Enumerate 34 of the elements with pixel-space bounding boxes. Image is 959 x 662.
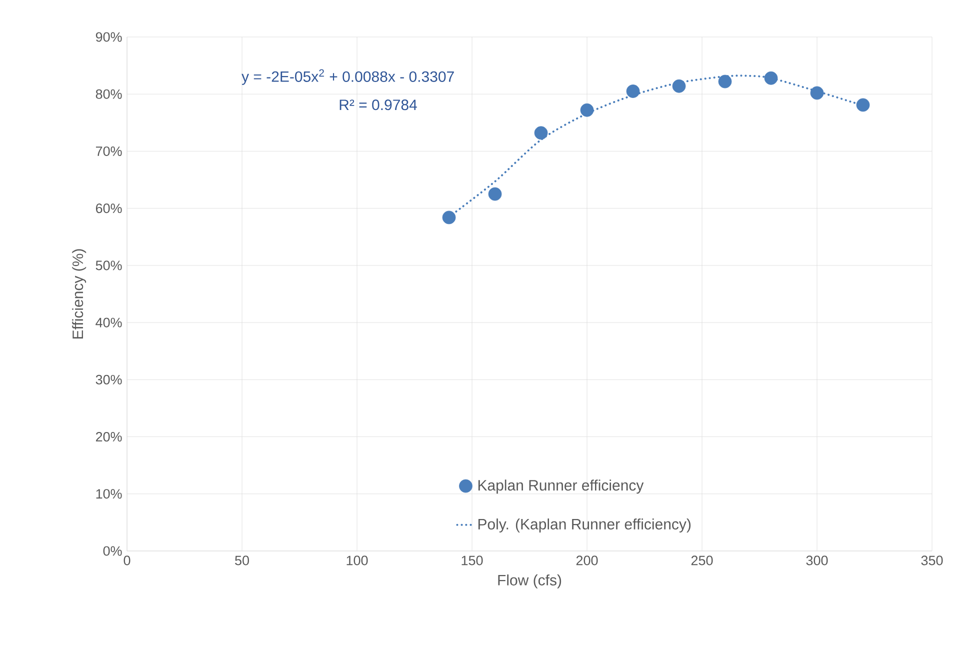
point <box>626 84 640 98</box>
point <box>580 103 594 117</box>
point <box>488 187 502 201</box>
y-tick-label: 60% <box>96 204 122 214</box>
y-tick-label: 40% <box>96 318 122 328</box>
annotation: R² = 0.9784 <box>340 100 417 110</box>
point <box>442 210 456 224</box>
x-tick-label: 150 <box>462 556 483 566</box>
legend-label: Poly. (Kaplan Runner efficiency) <box>478 518 691 532</box>
y-tick-label: 80% <box>96 89 122 99</box>
x-tick-label: 100 <box>346 556 368 566</box>
x-tick-label: 50 <box>235 556 249 566</box>
point <box>810 86 824 100</box>
y-tick-label: 20% <box>96 432 122 442</box>
x-tick-label: 0 <box>124 556 130 566</box>
y-tick-label: 0% <box>103 546 122 556</box>
point <box>718 74 732 88</box>
x-tick-label: 300 <box>806 556 828 566</box>
legend-label: Kaplan Runner efficiency <box>478 480 644 494</box>
point <box>856 98 870 112</box>
y-tick-label: 30% <box>96 374 122 384</box>
x-tick-label: 200 <box>576 556 598 566</box>
point <box>672 79 686 93</box>
x-tick-label: 250 <box>691 556 713 566</box>
point <box>534 126 548 140</box>
y-tick-label: 10% <box>96 489 122 499</box>
point <box>764 71 778 85</box>
y-tick-label: 90% <box>96 32 122 42</box>
annotation: y = -2E-05x$^{2}$ + 0.0088x - 0.3307 <box>242 69 454 85</box>
y-tick-label: 70% <box>96 146 122 156</box>
y-axis-title: Efficiency (%) <box>72 249 86 338</box>
x-axis-title: Flow (cfs) <box>498 574 562 588</box>
y-tick-label: 50% <box>96 260 122 270</box>
x-tick-label: 350 <box>921 556 943 566</box>
